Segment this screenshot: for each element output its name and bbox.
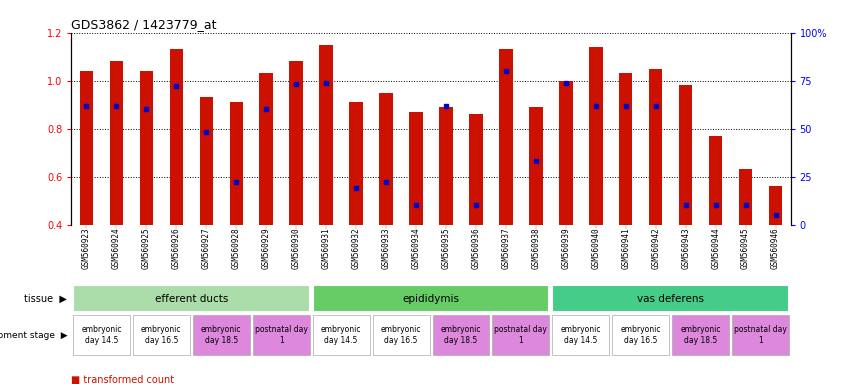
Text: GSM560933: GSM560933 bbox=[382, 228, 390, 269]
Bar bbox=[80, 71, 93, 225]
Bar bbox=[553, 315, 609, 355]
Text: GSM560937: GSM560937 bbox=[501, 228, 510, 269]
Text: vas deferens: vas deferens bbox=[637, 293, 704, 304]
Text: embryonic
day 18.5: embryonic day 18.5 bbox=[201, 325, 241, 345]
Bar bbox=[529, 107, 542, 225]
Text: GSM560939: GSM560939 bbox=[561, 228, 570, 269]
Bar bbox=[349, 102, 362, 225]
Text: GSM560940: GSM560940 bbox=[591, 228, 600, 269]
Text: GSM560928: GSM560928 bbox=[232, 228, 241, 269]
Bar bbox=[313, 315, 369, 355]
Text: embryonic
day 14.5: embryonic day 14.5 bbox=[561, 325, 601, 345]
Text: postnatal day
1: postnatal day 1 bbox=[255, 325, 308, 345]
Text: GSM560924: GSM560924 bbox=[112, 228, 121, 269]
Bar bbox=[373, 315, 430, 355]
Text: postnatal day
1: postnatal day 1 bbox=[734, 325, 787, 345]
Bar bbox=[253, 315, 309, 355]
Bar bbox=[320, 45, 333, 225]
Text: efferent ducts: efferent ducts bbox=[155, 293, 228, 304]
Text: embryonic
day 18.5: embryonic day 18.5 bbox=[441, 325, 481, 345]
Bar bbox=[289, 61, 303, 225]
Bar bbox=[739, 169, 753, 225]
Bar bbox=[733, 315, 789, 355]
Text: tissue  ▶: tissue ▶ bbox=[24, 293, 67, 304]
Bar bbox=[649, 69, 663, 225]
Text: GSM560927: GSM560927 bbox=[202, 228, 211, 269]
Bar bbox=[73, 315, 130, 355]
Bar bbox=[500, 50, 513, 225]
Text: GSM560930: GSM560930 bbox=[292, 228, 301, 269]
Text: embryonic
day 14.5: embryonic day 14.5 bbox=[321, 325, 362, 345]
Bar bbox=[379, 93, 393, 225]
Text: GSM560926: GSM560926 bbox=[172, 228, 181, 269]
Text: GSM560929: GSM560929 bbox=[262, 228, 271, 269]
Text: GSM560931: GSM560931 bbox=[321, 228, 331, 269]
Text: GSM560943: GSM560943 bbox=[681, 228, 690, 269]
Bar bbox=[469, 114, 483, 225]
Text: GSM560936: GSM560936 bbox=[472, 228, 480, 269]
Text: development stage  ▶: development stage ▶ bbox=[0, 331, 67, 339]
Text: GSM560938: GSM560938 bbox=[532, 228, 541, 269]
Bar bbox=[619, 73, 632, 225]
Text: GSM560934: GSM560934 bbox=[411, 228, 420, 269]
Bar bbox=[559, 81, 573, 225]
Text: GSM560932: GSM560932 bbox=[352, 228, 361, 269]
Bar bbox=[439, 107, 452, 225]
Text: postnatal day
1: postnatal day 1 bbox=[495, 325, 547, 345]
Bar bbox=[709, 136, 722, 225]
Bar bbox=[109, 61, 123, 225]
Text: GSM560945: GSM560945 bbox=[741, 228, 750, 269]
Bar bbox=[193, 315, 250, 355]
Text: GSM560923: GSM560923 bbox=[82, 228, 91, 269]
Bar bbox=[672, 315, 729, 355]
Text: ■ transformed count: ■ transformed count bbox=[71, 375, 175, 384]
Bar bbox=[133, 315, 190, 355]
Text: GSM560944: GSM560944 bbox=[711, 228, 720, 269]
Bar bbox=[553, 285, 789, 312]
Bar bbox=[260, 73, 273, 225]
Bar bbox=[432, 315, 489, 355]
Text: GSM560935: GSM560935 bbox=[442, 228, 451, 269]
Text: GDS3862 / 1423779_at: GDS3862 / 1423779_at bbox=[71, 18, 217, 31]
Text: epididymis: epididymis bbox=[403, 293, 459, 304]
Bar bbox=[679, 86, 692, 225]
Bar bbox=[73, 285, 309, 312]
Bar bbox=[612, 315, 669, 355]
Text: embryonic
day 14.5: embryonic day 14.5 bbox=[82, 325, 122, 345]
Bar bbox=[230, 102, 243, 225]
Text: GSM560941: GSM560941 bbox=[621, 228, 630, 269]
Bar bbox=[140, 71, 153, 225]
Text: embryonic
day 16.5: embryonic day 16.5 bbox=[381, 325, 421, 345]
Bar bbox=[410, 112, 423, 225]
Bar bbox=[199, 98, 213, 225]
Bar bbox=[170, 50, 183, 225]
Bar bbox=[493, 315, 549, 355]
Bar bbox=[769, 186, 782, 225]
Text: embryonic
day 18.5: embryonic day 18.5 bbox=[680, 325, 721, 345]
Text: GSM560946: GSM560946 bbox=[771, 228, 780, 269]
Text: GSM560942: GSM560942 bbox=[651, 228, 660, 269]
Text: GSM560925: GSM560925 bbox=[142, 228, 151, 269]
Text: embryonic
day 16.5: embryonic day 16.5 bbox=[141, 325, 182, 345]
Bar bbox=[589, 47, 602, 225]
Bar bbox=[313, 285, 549, 312]
Text: embryonic
day 16.5: embryonic day 16.5 bbox=[621, 325, 661, 345]
